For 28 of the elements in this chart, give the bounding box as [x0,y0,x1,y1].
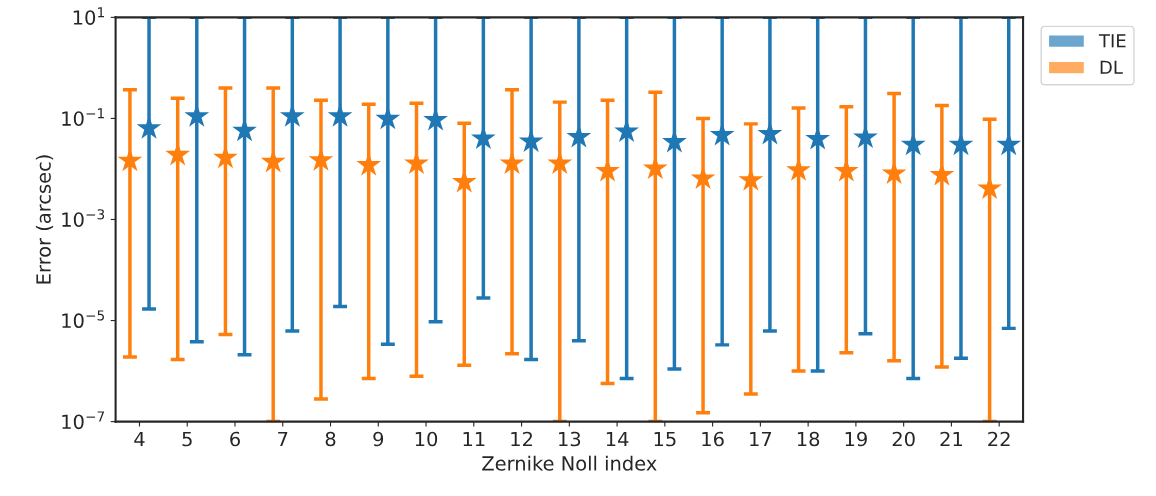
x-tick-label: 13 [559,431,581,447]
x-tick-label: 19 [845,431,867,447]
y-tick-label: 10$^{−1}$ [62,108,104,126]
x-tick-label: 10 [415,431,438,447]
x-tick-label: 17 [750,431,772,447]
x-tick-label: 7 [278,431,288,447]
x-tick-label: 21 [940,431,962,447]
x-tick-label: 14 [606,431,629,447]
y-axis-title: Error (arcsec) [35,155,54,284]
x-tick-label: 15 [654,431,676,447]
y-tick-label: 10$^{−7}$ [62,411,105,430]
x-tick-label: 6 [230,431,240,447]
legend-label: TIE [1098,34,1126,48]
x-tick-label: 8 [325,431,336,447]
x-tick-label: 20 [892,431,915,447]
y-tick-label: 10$^{1}$ [73,7,104,25]
x-tick-label: 16 [702,431,724,447]
x-tick-label: 18 [797,431,820,447]
legend-label: DL [1100,60,1123,74]
x-tick-label: 11 [463,431,485,447]
x-axis-title: Zernike Noll index [482,455,657,471]
x-tick-label: 4 [134,431,145,447]
y-tick-label: 10$^{−5}$ [62,310,104,329]
x-tick-label: 9 [373,431,384,447]
y-tick-label: 10$^{−3}$ [62,209,105,227]
x-tick-label: 12 [511,431,532,447]
x-tick-label: 5 [182,431,192,447]
x-tick-label: 22 [988,431,1010,447]
